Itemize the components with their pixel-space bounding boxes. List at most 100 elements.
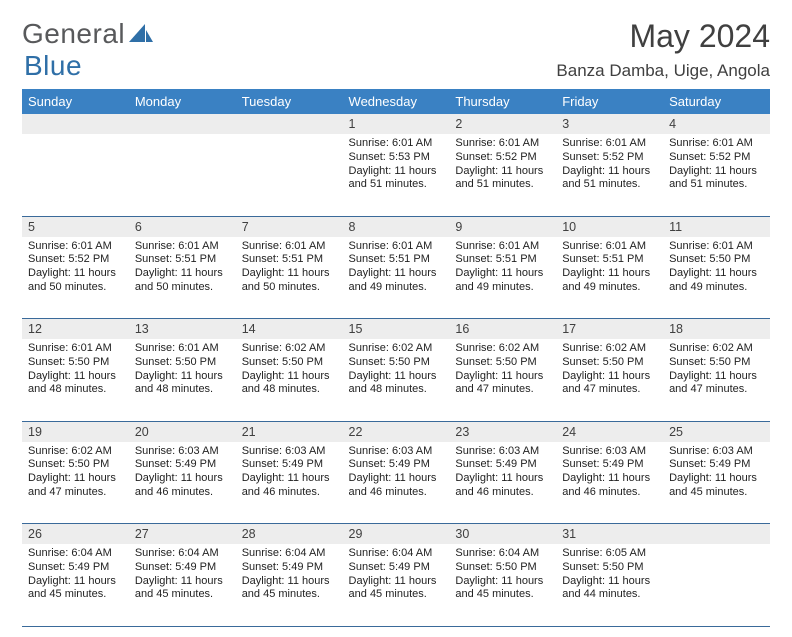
day-cell [236,134,343,216]
day-cell-body: Sunrise: 6:01 AMSunset: 5:51 PMDaylight:… [129,237,236,301]
title-block: May 2024 Banza Damba, Uige, Angola [556,18,770,89]
day-cell: Sunrise: 6:01 AMSunset: 5:51 PMDaylight:… [236,237,343,319]
daynum-row: 567891011 [22,216,770,237]
day-cell: Sunrise: 6:03 AMSunset: 5:49 PMDaylight:… [129,442,236,524]
day-cell-body: Sunrise: 6:03 AMSunset: 5:49 PMDaylight:… [556,442,663,506]
daynum-row: 262728293031 [22,524,770,545]
day-header: Tuesday [236,89,343,114]
sail-icon [129,24,153,44]
day-number [236,114,343,134]
day-number: 27 [129,524,236,545]
daynum-row: 19202122232425 [22,421,770,442]
day-number: 25 [663,421,770,442]
day-cell: Sunrise: 6:01 AMSunset: 5:52 PMDaylight:… [22,237,129,319]
day-cell: Sunrise: 6:05 AMSunset: 5:50 PMDaylight:… [556,544,663,626]
day-cell: Sunrise: 6:01 AMSunset: 5:51 PMDaylight:… [556,237,663,319]
day-number: 16 [449,319,556,340]
day-header: Monday [129,89,236,114]
day-cell: Sunrise: 6:03 AMSunset: 5:49 PMDaylight:… [343,442,450,524]
day-cell-body: Sunrise: 6:01 AMSunset: 5:52 PMDaylight:… [22,237,129,301]
day-number: 1 [343,114,450,134]
day-cell-body: Sunrise: 6:04 AMSunset: 5:49 PMDaylight:… [22,544,129,608]
day-cell-body: Sunrise: 6:02 AMSunset: 5:50 PMDaylight:… [22,442,129,506]
day-cell-body [663,544,770,553]
day-cell: Sunrise: 6:03 AMSunset: 5:49 PMDaylight:… [556,442,663,524]
day-number: 12 [22,319,129,340]
day-number: 15 [343,319,450,340]
day-cell: Sunrise: 6:01 AMSunset: 5:53 PMDaylight:… [343,134,450,216]
day-number [22,114,129,134]
brand-name-2: Blue [24,50,82,81]
day-number: 9 [449,216,556,237]
day-cell-body: Sunrise: 6:01 AMSunset: 5:50 PMDaylight:… [663,237,770,301]
daynum-row: 12131415161718 [22,319,770,340]
day-header-row: Sunday Monday Tuesday Wednesday Thursday… [22,89,770,114]
day-cell-body: Sunrise: 6:01 AMSunset: 5:52 PMDaylight:… [663,134,770,198]
day-cell: Sunrise: 6:03 AMSunset: 5:49 PMDaylight:… [236,442,343,524]
calendar-body: 1234Sunrise: 6:01 AMSunset: 5:53 PMDayli… [22,114,770,626]
day-cell-body: Sunrise: 6:02 AMSunset: 5:50 PMDaylight:… [556,339,663,403]
day-cell-body [22,134,129,143]
day-cell-body: Sunrise: 6:02 AMSunset: 5:50 PMDaylight:… [663,339,770,403]
day-cell-body: Sunrise: 6:03 AMSunset: 5:49 PMDaylight:… [236,442,343,506]
day-number: 24 [556,421,663,442]
day-cell [22,134,129,216]
day-number: 8 [343,216,450,237]
week-row: Sunrise: 6:01 AMSunset: 5:53 PMDaylight:… [22,134,770,216]
day-cell: Sunrise: 6:01 AMSunset: 5:51 PMDaylight:… [449,237,556,319]
day-number: 6 [129,216,236,237]
day-cell: Sunrise: 6:04 AMSunset: 5:49 PMDaylight:… [343,544,450,626]
day-cell-body: Sunrise: 6:02 AMSunset: 5:50 PMDaylight:… [236,339,343,403]
brand-name-2-wrap: Blue [24,50,82,82]
calendar-table: Sunday Monday Tuesday Wednesday Thursday… [22,89,770,627]
day-number: 17 [556,319,663,340]
day-cell: Sunrise: 6:03 AMSunset: 5:49 PMDaylight:… [449,442,556,524]
day-number: 7 [236,216,343,237]
day-header: Sunday [22,89,129,114]
day-cell: Sunrise: 6:01 AMSunset: 5:50 PMDaylight:… [129,339,236,421]
day-number: 22 [343,421,450,442]
day-header: Friday [556,89,663,114]
day-number: 28 [236,524,343,545]
day-number: 13 [129,319,236,340]
day-cell-body: Sunrise: 6:01 AMSunset: 5:51 PMDaylight:… [556,237,663,301]
day-cell: Sunrise: 6:01 AMSunset: 5:52 PMDaylight:… [449,134,556,216]
day-header: Wednesday [343,89,450,114]
week-row: Sunrise: 6:01 AMSunset: 5:50 PMDaylight:… [22,339,770,421]
day-cell: Sunrise: 6:02 AMSunset: 5:50 PMDaylight:… [343,339,450,421]
day-number: 20 [129,421,236,442]
day-cell: Sunrise: 6:01 AMSunset: 5:50 PMDaylight:… [22,339,129,421]
day-number: 19 [22,421,129,442]
day-number: 5 [22,216,129,237]
day-number: 3 [556,114,663,134]
day-number: 31 [556,524,663,545]
week-row: Sunrise: 6:01 AMSunset: 5:52 PMDaylight:… [22,237,770,319]
day-cell-body: Sunrise: 6:02 AMSunset: 5:50 PMDaylight:… [449,339,556,403]
brand-name-1: General [22,18,125,50]
daynum-row: 1234 [22,114,770,134]
page-title: May 2024 [556,18,770,55]
day-cell-body: Sunrise: 6:01 AMSunset: 5:52 PMDaylight:… [449,134,556,198]
day-cell: Sunrise: 6:03 AMSunset: 5:49 PMDaylight:… [663,442,770,524]
day-cell-body: Sunrise: 6:03 AMSunset: 5:49 PMDaylight:… [449,442,556,506]
day-cell: Sunrise: 6:01 AMSunset: 5:52 PMDaylight:… [663,134,770,216]
day-cell: Sunrise: 6:01 AMSunset: 5:51 PMDaylight:… [129,237,236,319]
day-number: 4 [663,114,770,134]
day-cell: Sunrise: 6:02 AMSunset: 5:50 PMDaylight:… [663,339,770,421]
day-cell-body: Sunrise: 6:04 AMSunset: 5:50 PMDaylight:… [449,544,556,608]
day-cell-body: Sunrise: 6:03 AMSunset: 5:49 PMDaylight:… [663,442,770,506]
day-cell: Sunrise: 6:02 AMSunset: 5:50 PMDaylight:… [556,339,663,421]
day-cell: Sunrise: 6:04 AMSunset: 5:49 PMDaylight:… [22,544,129,626]
day-cell-body [236,134,343,143]
day-cell-body: Sunrise: 6:04 AMSunset: 5:49 PMDaylight:… [236,544,343,608]
day-cell [663,544,770,626]
day-cell: Sunrise: 6:01 AMSunset: 5:51 PMDaylight:… [343,237,450,319]
day-cell-body: Sunrise: 6:01 AMSunset: 5:52 PMDaylight:… [556,134,663,198]
day-cell-body: Sunrise: 6:03 AMSunset: 5:49 PMDaylight:… [343,442,450,506]
day-number [129,114,236,134]
day-number: 14 [236,319,343,340]
day-number: 29 [343,524,450,545]
day-cell: Sunrise: 6:04 AMSunset: 5:49 PMDaylight:… [236,544,343,626]
calendar-head: Sunday Monday Tuesday Wednesday Thursday… [22,89,770,114]
day-cell [129,134,236,216]
